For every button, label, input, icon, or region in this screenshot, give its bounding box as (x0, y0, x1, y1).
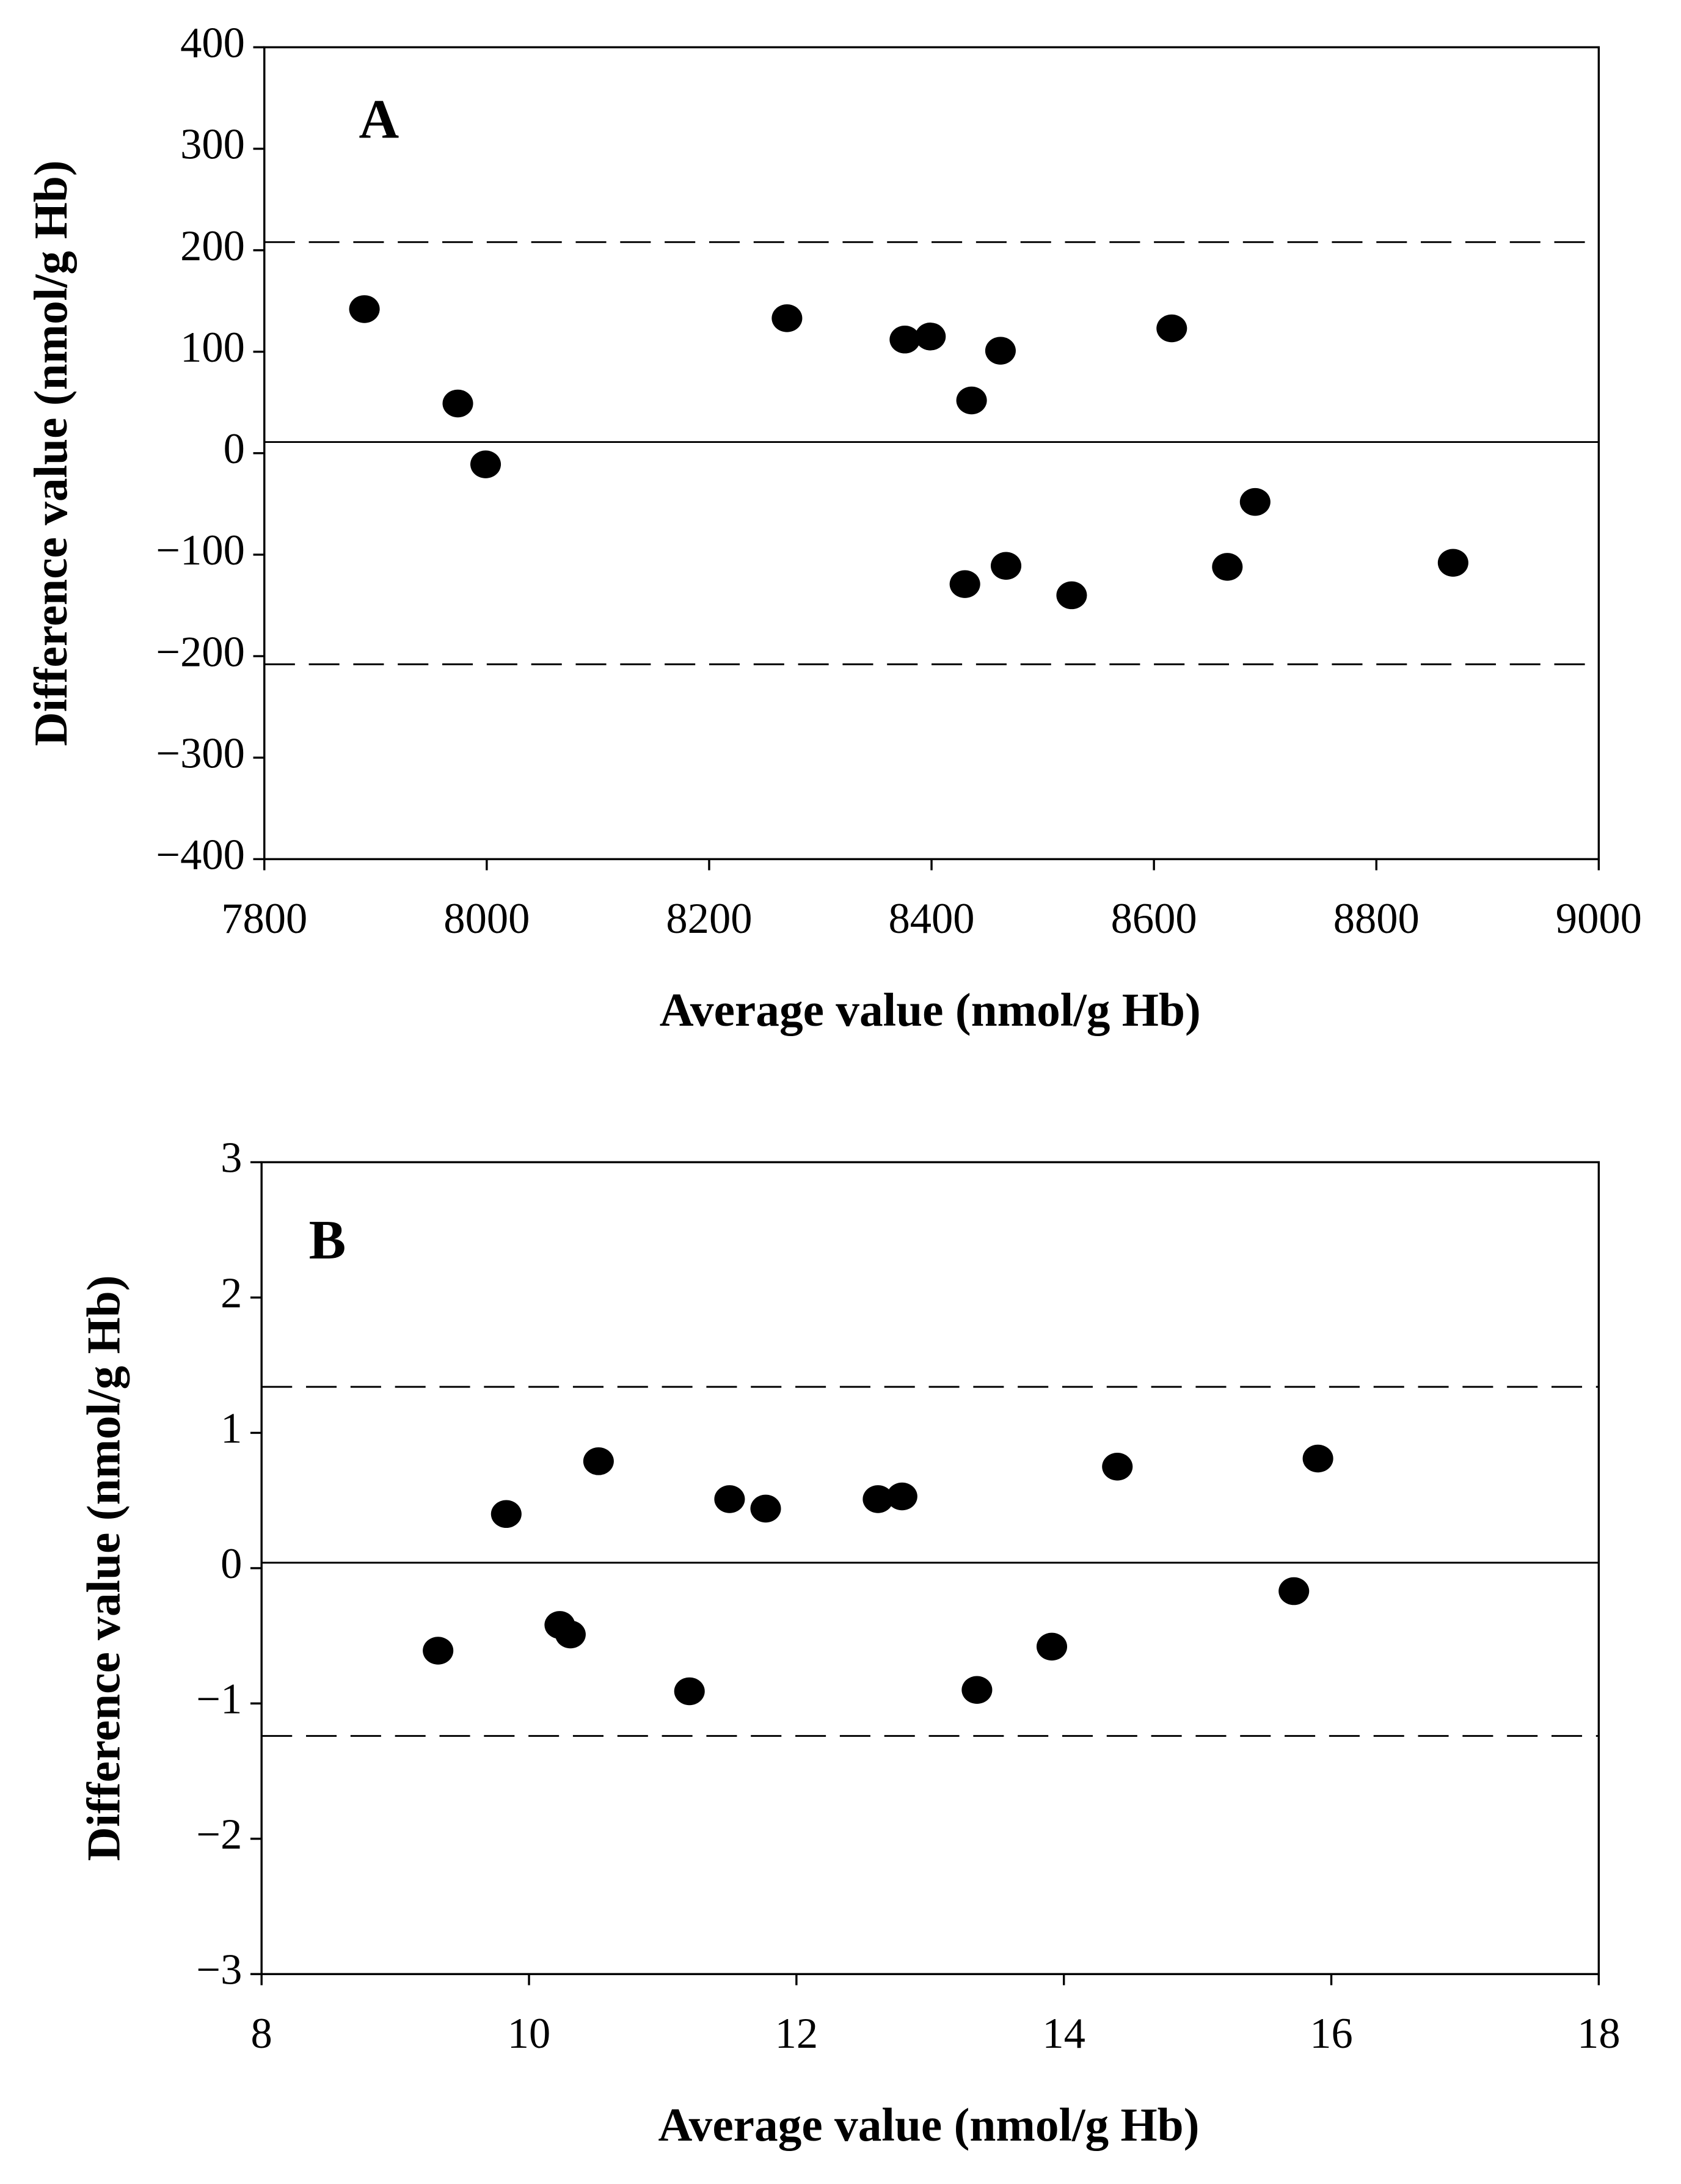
panel-label: A (359, 89, 399, 150)
y-tick-label: 0 (224, 425, 245, 473)
point (1212, 553, 1243, 581)
x-tick-label: 9000 (1556, 895, 1642, 943)
y-axis-label: Difference value (nmol/g Hb) (78, 1275, 130, 1861)
point (423, 1637, 454, 1665)
plot-frame (263, 46, 1600, 861)
x-tick-label: 18 (1577, 2010, 1621, 2058)
y-tick-label: 1 (221, 1405, 242, 1453)
point (1278, 1577, 1310, 1605)
point (750, 1494, 781, 1523)
y-tick-label: 200 (180, 222, 245, 270)
point (349, 295, 380, 323)
y-tick-label: −400 (156, 831, 245, 879)
point (583, 1447, 614, 1475)
x-tick-label: 8000 (443, 895, 530, 943)
point (949, 570, 980, 598)
x-tick-label: 7800 (221, 895, 307, 943)
x-axis-label: Average value (nmol/g Hb) (660, 984, 1201, 1036)
y-tick-label: 400 (180, 20, 245, 67)
x-tick-label: 8600 (1111, 895, 1197, 943)
point (442, 389, 473, 418)
y-tick-label: −300 (156, 729, 245, 777)
x-tick-label: 8800 (1333, 895, 1420, 943)
point (1056, 581, 1087, 610)
point (862, 1485, 894, 1513)
point (956, 386, 987, 415)
plot-frame (260, 1161, 1600, 1976)
y-tick-label: −1 (196, 1676, 242, 1723)
x-tick-label: 8 (251, 2010, 272, 2058)
x-tick-label: 8200 (666, 895, 752, 943)
point (1156, 314, 1187, 343)
point (889, 326, 921, 354)
point (1036, 1632, 1068, 1661)
y-tick-label: −3 (196, 1946, 242, 1994)
point (1437, 549, 1468, 577)
point (990, 552, 1022, 580)
y-axis-label: Difference value (nmol/g Hb) (24, 160, 77, 746)
x-tick-label: 14 (1042, 2010, 1085, 2058)
y-tick-label: 3 (221, 1134, 242, 1182)
point (555, 1620, 586, 1649)
point (1302, 1444, 1333, 1473)
y-tick-label: 100 (180, 324, 245, 371)
point (470, 450, 501, 478)
y-tick-label: −100 (156, 527, 245, 574)
point (915, 323, 946, 351)
point (1102, 1453, 1133, 1481)
x-axis-label: Average value (nmol/g Hb) (658, 2098, 1200, 2151)
y-tick-label: −200 (156, 628, 245, 676)
y-tick-label: 300 (180, 121, 245, 169)
x-tick-label: 12 (775, 2010, 819, 2058)
point (985, 337, 1016, 365)
point (886, 1482, 917, 1511)
point (961, 1676, 993, 1704)
y-tick-label: −2 (196, 1811, 242, 1858)
x-tick-label: 10 (508, 2010, 551, 2058)
point (490, 1500, 522, 1528)
y-tick-label: 2 (221, 1269, 242, 1317)
point (771, 304, 803, 332)
y-tick-label: 0 (221, 1540, 242, 1588)
point (1239, 488, 1271, 516)
panel-label: B (309, 1209, 346, 1271)
x-tick-label: 16 (1310, 2010, 1353, 2058)
point (674, 1677, 705, 1706)
x-tick-label: 8400 (889, 895, 975, 943)
point (714, 1485, 745, 1513)
